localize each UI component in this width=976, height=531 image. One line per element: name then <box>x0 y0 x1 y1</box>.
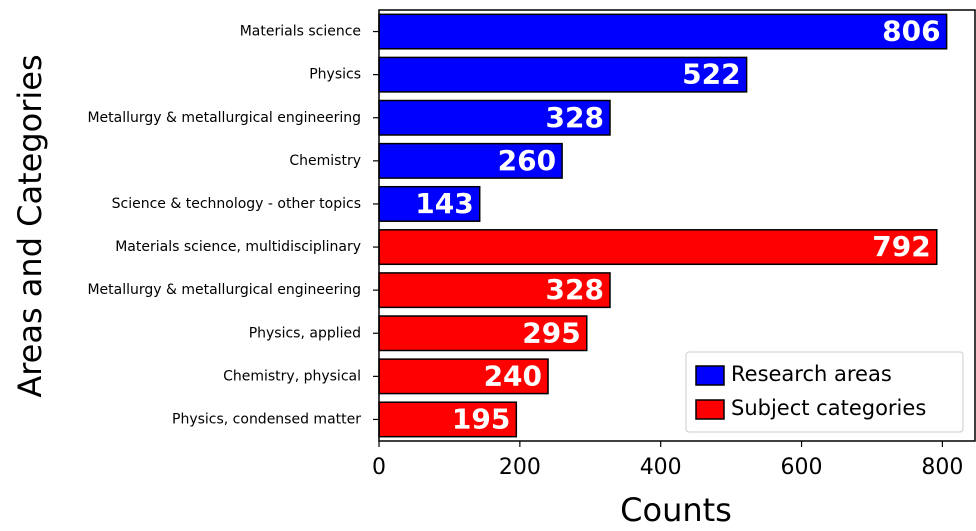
value-label: 260 <box>498 144 556 177</box>
y-tick-label: Materials science <box>240 24 361 40</box>
bar <box>378 142 563 179</box>
y-tick-label: Chemistry, physical <box>223 368 361 384</box>
bar <box>378 272 611 309</box>
value-label: 240 <box>484 359 542 392</box>
y-axis-label: Areas and Categories <box>11 54 49 397</box>
y-tick-label: Physics, condensed matter <box>172 411 361 427</box>
value-label: 806 <box>882 15 940 48</box>
bar <box>378 99 611 136</box>
bar <box>378 13 948 50</box>
value-label: 328 <box>546 273 604 306</box>
y-tick-label: Science & technology - other topics <box>112 196 361 212</box>
legend-swatch <box>695 365 725 386</box>
bar <box>378 401 518 438</box>
x-tick-label: 600 <box>781 455 823 480</box>
bar <box>378 358 549 395</box>
value-label: 195 <box>452 402 510 435</box>
y-tick-label: Materials science, multidisciplinary <box>115 239 361 255</box>
y-tick-label: Metallurgy & metallurgical engineering <box>87 282 361 298</box>
legend-label: Research areas <box>731 362 892 386</box>
y-tick-label: Physics, applied <box>249 325 361 341</box>
value-label: 295 <box>522 316 580 349</box>
value-label: 522 <box>682 58 740 91</box>
bar <box>378 229 938 266</box>
y-tick-label: Metallurgy & metallurgical engineering <box>87 110 361 126</box>
x-tick-label: 0 <box>372 455 386 480</box>
y-tick-label: Chemistry <box>289 153 361 169</box>
bar <box>378 315 588 352</box>
value-label: 328 <box>546 101 604 134</box>
x-tick-label: 200 <box>499 455 541 480</box>
x-axis-label: Counts <box>620 491 732 529</box>
legend-label: Subject categories <box>731 396 926 420</box>
value-label: 143 <box>415 187 473 220</box>
y-tick-label: Physics <box>309 67 361 83</box>
x-tick-label: 400 <box>640 455 682 480</box>
bar <box>378 185 481 222</box>
value-label: 792 <box>872 230 930 263</box>
legend-box <box>685 351 964 433</box>
plot-frame <box>378 9 976 442</box>
legend-swatch <box>695 399 725 420</box>
x-tick-label: 800 <box>921 455 963 480</box>
